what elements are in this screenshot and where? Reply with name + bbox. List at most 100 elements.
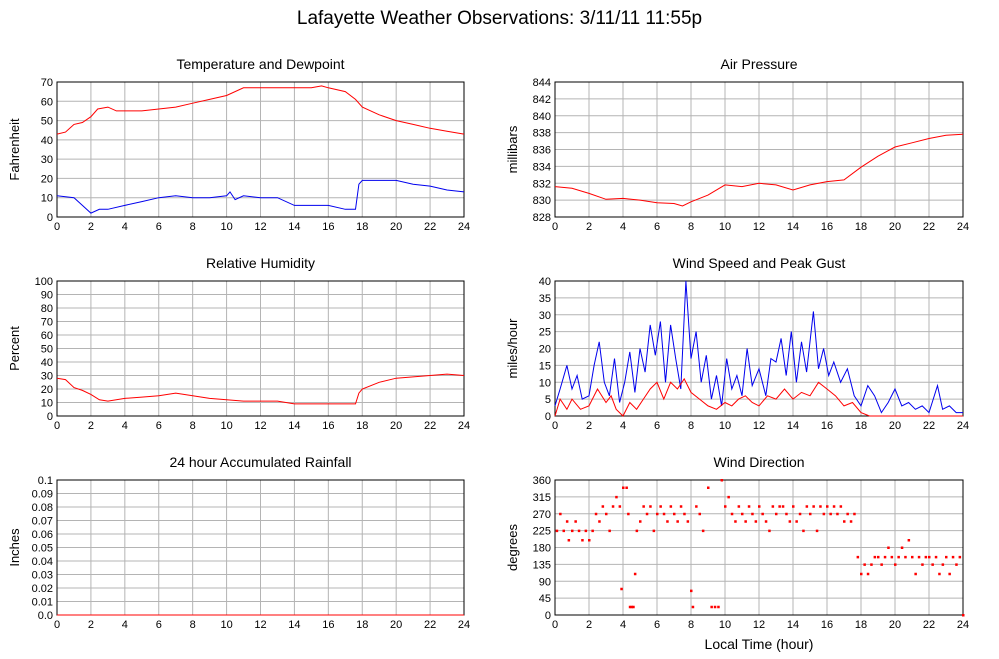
wind-y-tick-label: 20 — [539, 344, 551, 356]
temp-x-tick-label: 22 — [424, 221, 436, 233]
direction-point — [805, 505, 809, 508]
pressure-x-tick-label: 10 — [719, 221, 731, 233]
direction-point — [737, 505, 741, 508]
direction-point — [645, 512, 649, 516]
direction-point — [555, 529, 559, 533]
wind-x-tick-label: 20 — [889, 420, 901, 432]
rain-x-tick-label: 8 — [190, 619, 196, 631]
direction-point — [754, 520, 758, 523]
direction-point — [635, 529, 639, 533]
humidity-x-tick-label: 12 — [254, 420, 266, 432]
wind-frame — [554, 280, 964, 417]
direction-point — [628, 605, 632, 609]
direction-point — [962, 614, 965, 617]
humidity-x-tick-label: 4 — [122, 420, 128, 432]
direction-point — [632, 605, 635, 609]
direction-point — [846, 512, 849, 516]
direction-point — [758, 505, 761, 508]
temp-x-tick-label: 18 — [356, 221, 368, 233]
direction-point — [928, 555, 931, 559]
humidity-frame — [56, 280, 465, 417]
pressure-x-tick-label: 18 — [855, 221, 867, 233]
direction-chart: 0 2 4 6 8 10 12 14 16 18 20 22 240459013518022527031… — [505, 454, 969, 652]
direction-point — [710, 605, 713, 609]
pressure-y-tick-label: 840 — [533, 111, 551, 123]
direction-x-tick-label: 4 — [620, 619, 626, 631]
humidity-y-tick-label: 10 — [41, 398, 53, 410]
direction-point — [795, 520, 798, 523]
direction-point — [778, 505, 781, 508]
humidity-x-tick-label: 16 — [322, 420, 334, 432]
wind-series-line-blue — [554, 280, 963, 414]
direction-point — [894, 563, 897, 566]
wind-y-tick-label: 30 — [539, 310, 551, 322]
direction-point — [812, 505, 815, 508]
direction-point — [751, 512, 754, 516]
rain-y-tick-label: 0.03 — [32, 570, 53, 582]
humidity-y-tick-label: 30 — [41, 371, 53, 383]
humidity-y-tick-label: 90 — [41, 290, 53, 302]
wind-x-tick-label: 22 — [923, 420, 935, 432]
pressure-x-tick-label: 12 — [753, 221, 765, 233]
direction-point — [720, 479, 724, 482]
direction-point — [856, 555, 860, 559]
temp-y-tick-label: 70 — [41, 77, 53, 89]
rain-y-tick-label: 0.07 — [32, 516, 53, 528]
rain-y-tick-label: 0.05 — [32, 543, 53, 555]
direction-point — [877, 555, 880, 559]
direction-point — [690, 589, 693, 593]
wind-y-tick-label: 0 — [545, 411, 551, 423]
direction-point — [931, 563, 934, 566]
direction-point — [581, 539, 584, 542]
direction-point — [633, 572, 637, 576]
direction-x-tick-label: 0 — [552, 619, 558, 631]
direction-point — [934, 555, 938, 559]
pressure-y-tick-label: 828 — [533, 212, 551, 224]
direction-point — [761, 512, 764, 516]
direction-title: Wind Direction — [713, 454, 804, 470]
wind-y-tick-label: 5 — [545, 394, 551, 406]
direction-point — [836, 512, 839, 516]
direction-point — [853, 512, 856, 516]
humidity-x-tick-label: 2 — [88, 420, 94, 432]
direction-point — [683, 512, 686, 516]
temp-series-line-blue — [56, 179, 465, 214]
rain-x-tick-label: 4 — [122, 619, 128, 631]
direction-x-tick-label: 18 — [855, 619, 867, 631]
pressure-y-tick-label: 842 — [533, 94, 551, 106]
temp-x-tick-label: 2 — [88, 221, 94, 233]
pressure-y-tick-label: 844 — [533, 77, 551, 89]
direction-y-tick-label: 360 — [533, 475, 551, 487]
direction-point — [727, 495, 730, 499]
temp-y-tick-label: 30 — [41, 154, 53, 166]
direction-point — [652, 529, 656, 533]
direction-point — [911, 555, 914, 559]
direction-point — [819, 505, 822, 508]
humidity-y-tick-label: 40 — [41, 357, 53, 369]
direction-point — [730, 512, 734, 516]
direction-point — [598, 520, 601, 523]
direction-point — [669, 505, 673, 508]
direction-point — [809, 512, 812, 516]
rain-y-tick-label: 0.02 — [32, 583, 53, 595]
direction-point — [771, 505, 775, 508]
wind-x-tick-label: 18 — [855, 420, 867, 432]
rain-title: 24 hour Accumulated Rainfall — [169, 454, 351, 470]
direction-point — [768, 529, 771, 533]
rain-y-tick-label: 0.1 — [38, 475, 53, 487]
direction-x-axis-label: Local Time (hour) — [705, 636, 814, 652]
direction-x-tick-label: 24 — [957, 619, 969, 631]
temp-y-tick-label: 20 — [41, 173, 53, 185]
wind-series-line-red — [554, 377, 963, 417]
direction-point — [659, 505, 662, 508]
pressure-y-tick-label: 830 — [533, 195, 551, 207]
direction-y-tick-label: 0 — [545, 610, 551, 622]
direction-point — [863, 563, 866, 566]
wind-x-tick-label: 8 — [688, 420, 694, 432]
direction-point — [958, 555, 962, 559]
humidity-chart: 0 2 4 6 8 10 12 14 16 18 20 22 240102030405060708090… — [7, 255, 470, 432]
direction-x-tick-label: 16 — [821, 619, 833, 631]
direction-point — [904, 555, 907, 559]
wind-y-tick-label: 25 — [539, 327, 551, 339]
direction-point — [792, 505, 795, 508]
